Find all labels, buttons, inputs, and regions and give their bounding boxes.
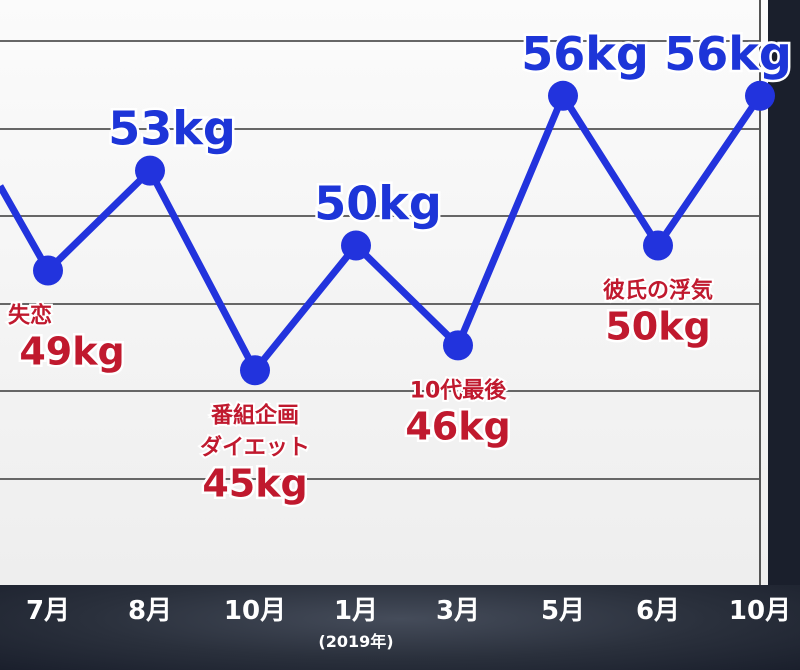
series-line xyxy=(0,80,775,386)
chart-panel xyxy=(0,0,768,585)
value-label-3: 50kg xyxy=(314,177,442,231)
x-tick-6: 6月 xyxy=(635,596,681,626)
grid-lines xyxy=(0,40,760,480)
data-point-2 xyxy=(240,355,270,386)
data-point-4 xyxy=(443,330,473,361)
data-point-6 xyxy=(643,230,673,261)
annotation-4-0: 10代最後 xyxy=(410,377,508,403)
value-label-5: 56kg xyxy=(521,27,649,81)
data-point-3 xyxy=(341,230,371,261)
data-point-5 xyxy=(548,80,578,111)
annotation-2-1: ダイエット xyxy=(200,434,310,460)
data-point-7 xyxy=(745,80,775,111)
value-label-0: 49kg xyxy=(19,329,124,373)
x-axis-band xyxy=(0,585,800,670)
x-tick-1: 8月 xyxy=(127,596,173,626)
annotation-6-0: 彼氏の浮気 xyxy=(603,278,713,304)
x-tick-5: 5月 xyxy=(540,596,586,626)
value-label-4: 46kg xyxy=(405,404,510,448)
value-label-6: 50kg xyxy=(605,305,710,349)
annotation-0-0: 失恋 xyxy=(8,302,52,328)
data-point-0 xyxy=(33,255,63,286)
x-tick-7: 10月 xyxy=(728,596,792,626)
x-tick-4: 3月 xyxy=(435,596,481,626)
x-tick-note: (2019年) xyxy=(318,632,394,651)
value-label-1: 53kg xyxy=(108,102,236,156)
x-tick-0: 7月 xyxy=(25,596,71,626)
value-label-2: 45kg xyxy=(202,461,307,505)
value-label-7: 56kg xyxy=(664,27,792,81)
x-tick-3: 1月 xyxy=(333,596,379,626)
x-tick-2: 10月 xyxy=(223,596,287,626)
data-point-1 xyxy=(135,155,165,186)
annotation-2-0: 番組企画 xyxy=(210,402,299,428)
